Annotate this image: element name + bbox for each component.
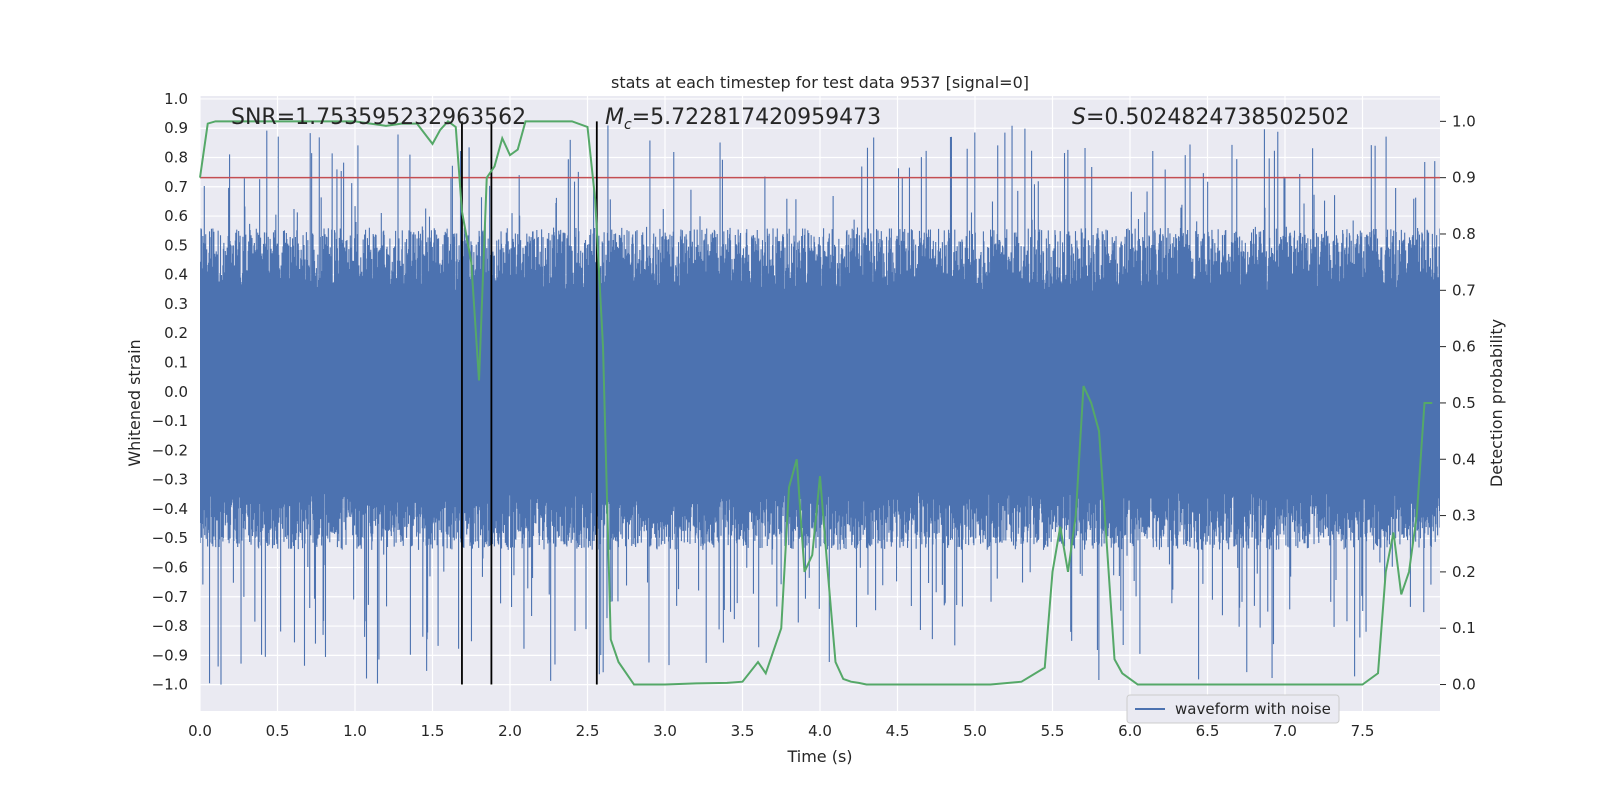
y2-tick-label: 0.3 xyxy=(1452,507,1476,525)
y-tick-label: −0.2 xyxy=(152,441,188,459)
y-tick-label: 0.0 xyxy=(164,383,188,401)
s-annotation: S=0.5024824738502502 xyxy=(1072,105,1349,130)
y-tick-label: −0.6 xyxy=(152,559,188,577)
s-value: =0.5024824738502502 xyxy=(1086,105,1349,130)
mc-annotation: Mc=5.722817420959473 xyxy=(605,105,881,133)
x-tick-label: 5.5 xyxy=(1041,722,1065,740)
y2-tick-label: 0.9 xyxy=(1452,169,1476,187)
x-tick-label: 2.0 xyxy=(498,722,522,740)
x-tick-label: 6.5 xyxy=(1196,722,1220,740)
x-tick-label: 3.5 xyxy=(731,722,755,740)
legend-label-waveform: waveform with noise xyxy=(1175,700,1331,718)
y-tick-label: −1.0 xyxy=(152,676,188,694)
waveform-with-noise-series xyxy=(200,125,1440,685)
y-axis-title: Whitened strain xyxy=(125,339,144,466)
x-tick-label: 1.0 xyxy=(343,722,367,740)
x-tick-label: 6.0 xyxy=(1118,722,1142,740)
tick-labels: 0.0 0.5 1.0 1.5 2.0 2.5 3.0 3.5 4.0 4.5 5.0 5.5 6.0 6… xyxy=(152,90,1476,740)
y-tick-label: 0.4 xyxy=(164,266,188,284)
y2-tick-label: 0.7 xyxy=(1452,281,1476,299)
y-tick-label: −0.3 xyxy=(152,471,188,489)
s-symbol: S xyxy=(1072,105,1086,130)
y2-tick-label: 0.5 xyxy=(1452,394,1476,412)
y2-tick-label: 0.0 xyxy=(1452,676,1476,694)
mc-value: =5.722817420959473 xyxy=(632,105,881,130)
mc-subscript: c xyxy=(624,117,632,133)
legend-box xyxy=(1126,694,1340,724)
y-tick-label: −0.8 xyxy=(152,617,188,635)
y2-axis-title: Detection probability xyxy=(1487,319,1506,487)
y-tick-label: −0.7 xyxy=(152,588,188,606)
y2-tick-label: 0.6 xyxy=(1452,338,1476,356)
x-tick-label: 0.5 xyxy=(266,722,290,740)
y-tick-label: 0.1 xyxy=(164,354,188,372)
detection-probability-series xyxy=(199,120,1433,686)
x-tick-label: 4.5 xyxy=(886,722,910,740)
x-axis-title: Time (s) xyxy=(786,747,852,766)
y2-tick-label: 0.1 xyxy=(1452,619,1476,637)
chart-title: stats at each timestep for test data 953… xyxy=(611,73,1029,92)
y2-tick-label: 0.8 xyxy=(1452,225,1476,243)
y-tick-label: 0.8 xyxy=(164,149,188,167)
y-tick-label: −0.1 xyxy=(152,412,188,430)
x-tick-label: 4.0 xyxy=(808,722,832,740)
y2-tick-label: 0.2 xyxy=(1452,563,1476,581)
mc-symbol: M xyxy=(605,105,624,130)
x-tick-label: 7.0 xyxy=(1273,722,1297,740)
x-tick-label: 2.5 xyxy=(576,722,600,740)
y-tick-label: −0.4 xyxy=(152,500,188,518)
y-tick-label: 0.9 xyxy=(164,119,188,137)
snr-annotation: SNR=1.753595232963562 xyxy=(231,105,526,130)
y2-tick-label: 1.0 xyxy=(1452,112,1476,130)
y2-tick-label: 0.4 xyxy=(1452,450,1476,468)
y-tick-label: 1.0 xyxy=(164,90,188,108)
y-tick-label: 0.2 xyxy=(164,324,188,342)
x-tick-label: 5.0 xyxy=(963,722,987,740)
y-tick-label: 0.7 xyxy=(164,178,188,196)
x-tick-label: 7.5 xyxy=(1351,722,1375,740)
y-tick-label: 0.6 xyxy=(164,207,188,225)
legend: waveform with noise xyxy=(1126,694,1340,724)
y-tick-label: 0.5 xyxy=(164,236,188,254)
y-tick-label: −0.5 xyxy=(152,529,188,547)
y-tick-label: 0.3 xyxy=(164,295,188,313)
y-tick-label: −0.9 xyxy=(152,646,188,664)
x-tick-label: 3.0 xyxy=(653,722,677,740)
overlay-layer xyxy=(199,120,1440,686)
series-layer xyxy=(200,125,1440,685)
x-tick-label: 0.0 xyxy=(188,722,212,740)
x-tick-label: 1.5 xyxy=(421,722,445,740)
